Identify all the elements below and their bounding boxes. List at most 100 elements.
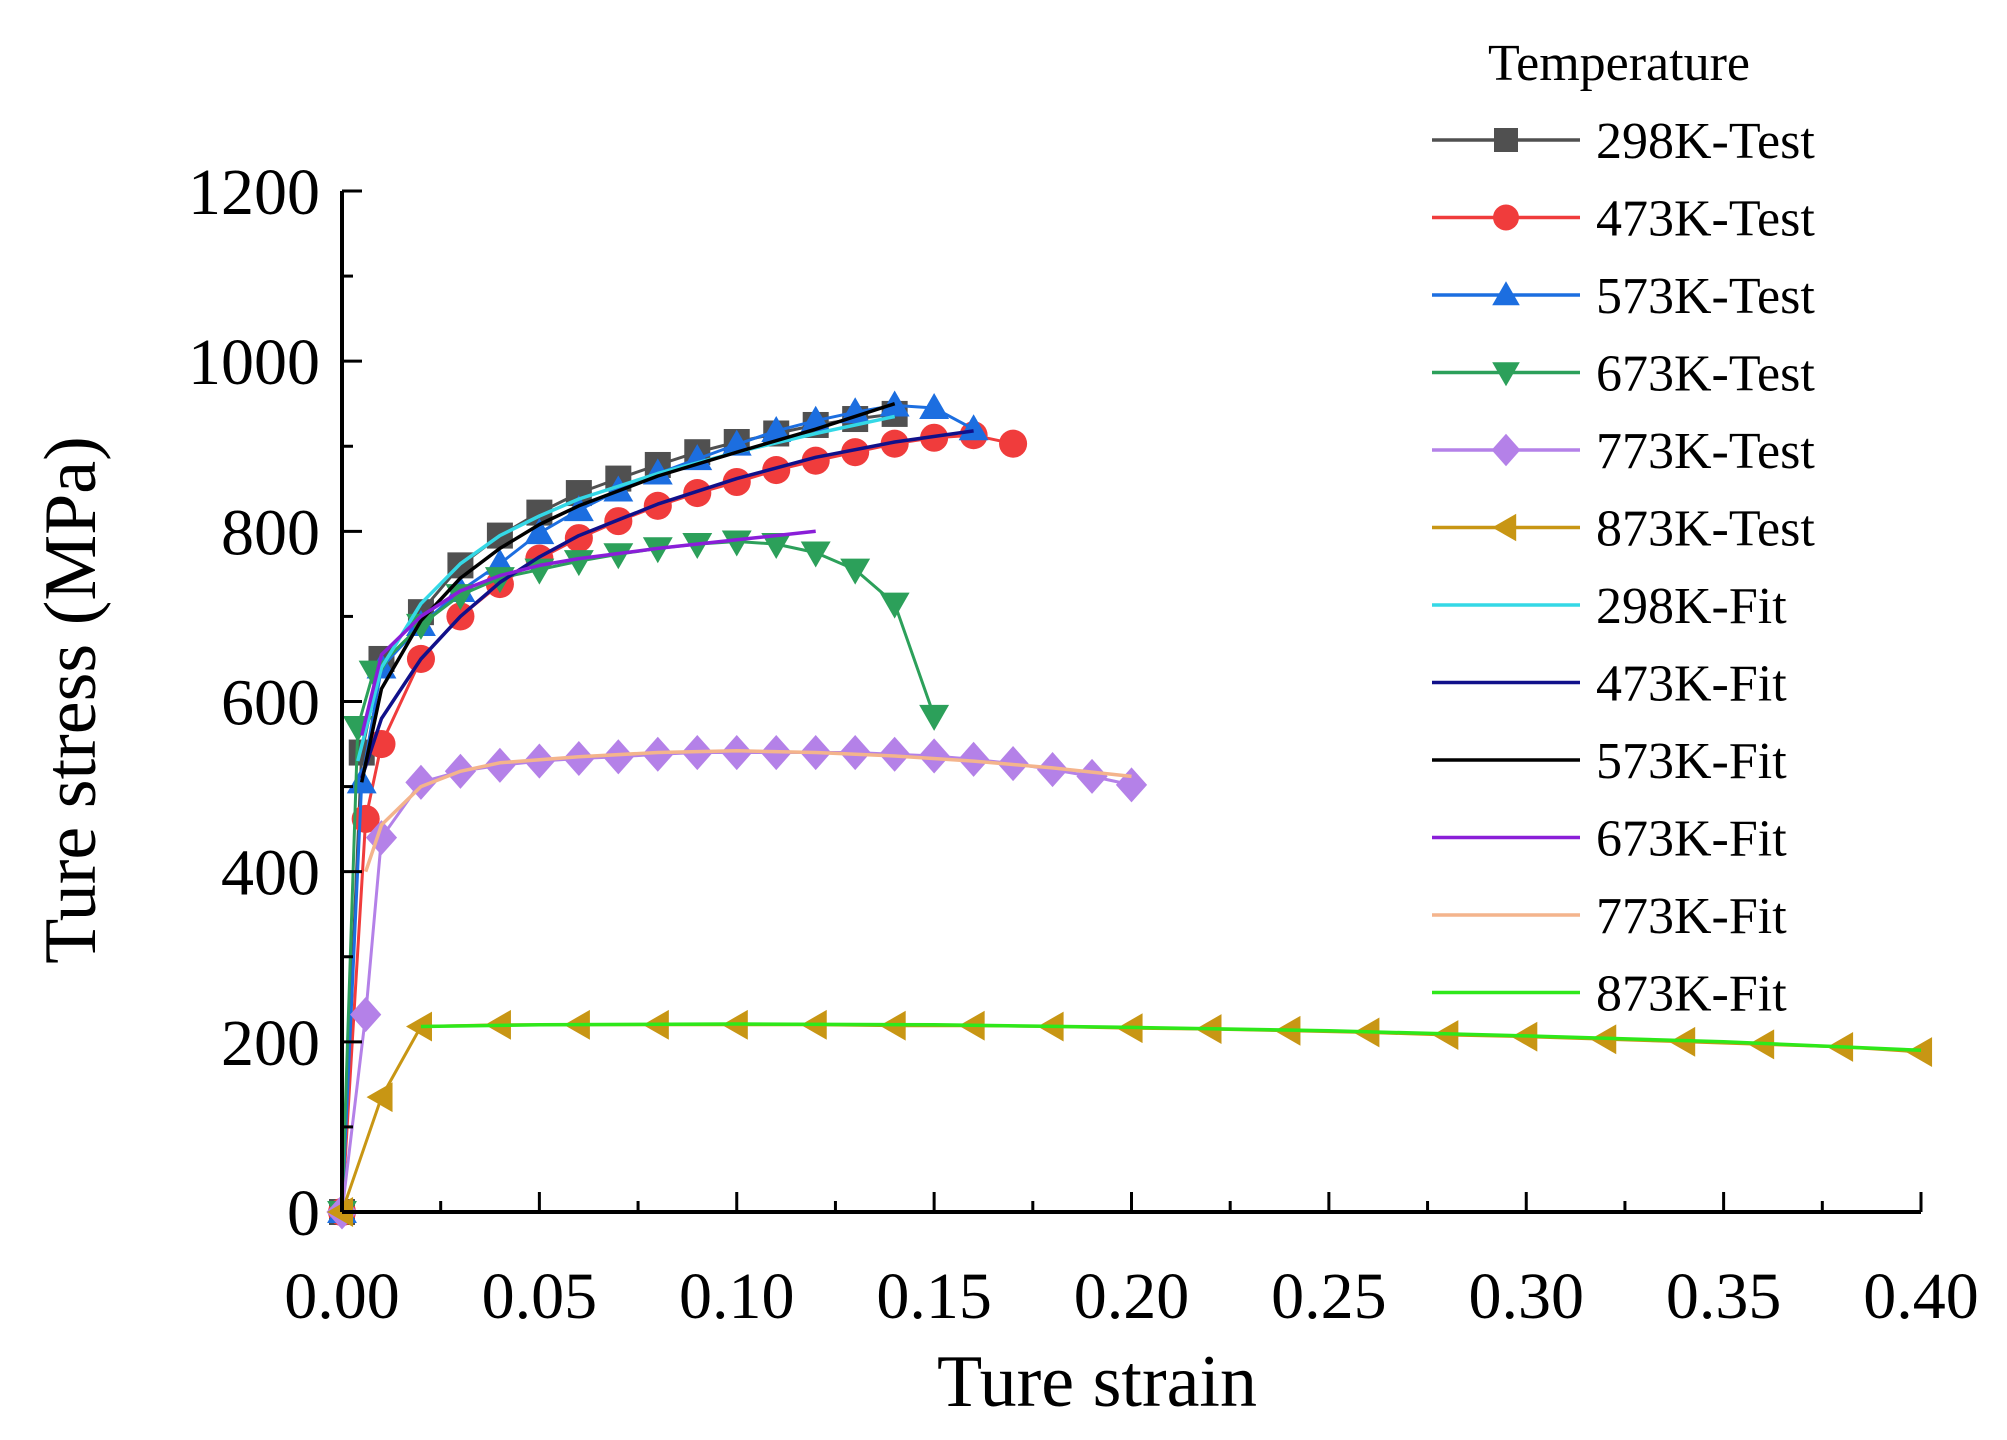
legend-swatch-marker bbox=[1492, 281, 1520, 306]
data-point-673k-test bbox=[840, 558, 871, 585]
axes: 0.00 0.05 0.10 0.15 0.20 0.25 0.30 0.35 0.40 0 20… bbox=[188, 156, 1979, 1333]
legend-item-473k-test: 473K-Test bbox=[1432, 191, 1815, 248]
series-line-573k-fit bbox=[359, 402, 896, 783]
data-point-873k-test bbox=[366, 1082, 393, 1113]
series-line-473k-fit bbox=[360, 429, 974, 779]
legend: Temperature 298K-Test 473K-Test 573K-Test 6… bbox=[1432, 35, 1815, 1023]
legend-item-473k-fit: 473K-Fit bbox=[1432, 656, 1787, 713]
y-ticks: 0 200 400 600 800 1000 1200 bbox=[188, 156, 362, 1250]
data-point-473k-test bbox=[762, 456, 791, 485]
y-tick-label: 800 bbox=[221, 496, 320, 569]
legend-swatch-marker bbox=[1492, 513, 1517, 542]
legend-label: 473K-Fit bbox=[1596, 656, 1787, 713]
data-point-673k-test bbox=[761, 533, 792, 560]
series-line-673k-test bbox=[340, 540, 936, 1213]
legend-label: 773K-Test bbox=[1596, 423, 1815, 480]
series-line-873k-test bbox=[340, 1023, 1922, 1213]
data-point-573k-test bbox=[524, 518, 555, 545]
series-773k-test bbox=[326, 735, 1148, 1230]
legend-label: 298K-Test bbox=[1596, 113, 1815, 170]
legend-label: 298K-Fit bbox=[1596, 578, 1787, 635]
data-point-673k-test bbox=[721, 530, 752, 557]
legend-swatch-marker bbox=[1493, 204, 1519, 231]
data-point-673k-test bbox=[879, 592, 910, 619]
legend-item-298k-test: 298K-Test bbox=[1432, 113, 1815, 170]
series-773k-fit bbox=[364, 749, 1132, 873]
data-point-673k-test bbox=[603, 543, 634, 570]
x-tick-label: 0.20 bbox=[1074, 1260, 1190, 1333]
series-673k-test bbox=[327, 530, 950, 1227]
legend-item-673k-test: 673K-Test bbox=[1432, 346, 1815, 403]
data-point-773k-test bbox=[918, 738, 950, 774]
x-axis-title: Ture strain bbox=[937, 1341, 1257, 1423]
data-point-673k-test bbox=[682, 533, 713, 560]
data-point-573k-test bbox=[958, 414, 989, 441]
legend-swatch-marker bbox=[1494, 128, 1518, 152]
series-line-673k-fit bbox=[360, 529, 816, 736]
legend-item-773k-fit: 773K-Fit bbox=[1432, 888, 1787, 945]
legend-item-873k-fit: 873K-Fit bbox=[1432, 966, 1787, 1023]
series-line-773k-test bbox=[340, 751, 1132, 1213]
legend-label: 573K-Fit bbox=[1596, 733, 1787, 790]
x-tick-label: 0.15 bbox=[876, 1260, 992, 1333]
x-ticks: 0.00 0.05 0.10 0.15 0.20 0.25 0.30 0.35 0.40 bbox=[284, 1192, 1979, 1333]
x-tick-label: 0.25 bbox=[1271, 1260, 1387, 1333]
legend-item-573k-fit: 573K-Fit bbox=[1432, 733, 1787, 790]
series-673k-fit bbox=[360, 529, 816, 736]
y-tick-label: 200 bbox=[221, 1007, 320, 1080]
plot-series bbox=[326, 390, 1933, 1230]
data-point-773k-test bbox=[1076, 758, 1108, 794]
data-point-873k-test bbox=[406, 1011, 432, 1042]
y-tick-label: 1000 bbox=[188, 326, 320, 399]
x-tick-label: 0.35 bbox=[1666, 1260, 1782, 1333]
data-point-573k-test bbox=[879, 390, 910, 417]
series-873k-fit bbox=[420, 1022, 1922, 1053]
data-point-473k-test bbox=[564, 524, 593, 553]
x-tick-label: 0.10 bbox=[679, 1260, 795, 1333]
legend-label: 773K-Fit bbox=[1596, 888, 1787, 945]
legend-swatch-marker bbox=[1491, 433, 1521, 467]
legend-swatch-marker bbox=[1492, 362, 1520, 387]
x-tick-label: 0.05 bbox=[482, 1260, 598, 1333]
legend-item-673k-fit: 673K-Fit bbox=[1432, 811, 1787, 868]
x-tick-label: 0.30 bbox=[1469, 1260, 1585, 1333]
data-point-773k-test bbox=[350, 997, 382, 1033]
data-point-573k-test bbox=[761, 415, 792, 442]
y-tick-label: 1200 bbox=[188, 156, 320, 229]
series-line-473k-test bbox=[340, 433, 1014, 1213]
series-573k-fit bbox=[359, 402, 896, 783]
legend-title: Temperature bbox=[1488, 35, 1750, 92]
series-line-873k-fit bbox=[420, 1022, 1922, 1053]
data-point-473k-test bbox=[999, 429, 1028, 458]
x-tick-label: 0.00 bbox=[284, 1260, 400, 1333]
legend-item-773k-test: 773K-Test bbox=[1432, 423, 1815, 480]
data-point-473k-test bbox=[801, 446, 830, 475]
data-point-673k-test bbox=[800, 541, 831, 568]
data-point-573k-test bbox=[563, 495, 594, 522]
y-tick-label: 400 bbox=[221, 837, 320, 910]
legend-item-873k-test: 873K-Test bbox=[1432, 501, 1815, 558]
y-axis-title: Ture stress (MPa) bbox=[30, 436, 112, 964]
series-473k-fit bbox=[360, 429, 974, 779]
legend-item-298k-fit: 298K-Fit bbox=[1432, 578, 1787, 635]
y-tick-label: 0 bbox=[287, 1177, 320, 1250]
data-point-773k-test bbox=[484, 747, 516, 783]
series-line-573k-test bbox=[340, 403, 975, 1213]
data-point-773k-test bbox=[602, 739, 634, 775]
data-point-573k-test bbox=[840, 397, 871, 424]
legend-item-573k-test: 573K-Test bbox=[1432, 268, 1815, 325]
data-point-673k-test bbox=[919, 704, 950, 731]
data-point-573k-test bbox=[919, 393, 950, 420]
data-point-473k-test bbox=[841, 438, 870, 467]
y-tick-label: 600 bbox=[221, 667, 320, 740]
legend-label: 673K-Fit bbox=[1596, 811, 1787, 868]
legend-label: 673K-Test bbox=[1596, 346, 1815, 403]
series-line-773k-fit bbox=[364, 749, 1132, 873]
legend-label: 573K-Test bbox=[1596, 268, 1815, 325]
data-point-773k-test bbox=[1115, 767, 1148, 803]
data-point-773k-test bbox=[405, 764, 437, 800]
data-point-873k-test bbox=[1906, 1037, 1933, 1067]
data-point-673k-test bbox=[642, 537, 673, 564]
legend-label: 873K-Test bbox=[1596, 501, 1815, 558]
